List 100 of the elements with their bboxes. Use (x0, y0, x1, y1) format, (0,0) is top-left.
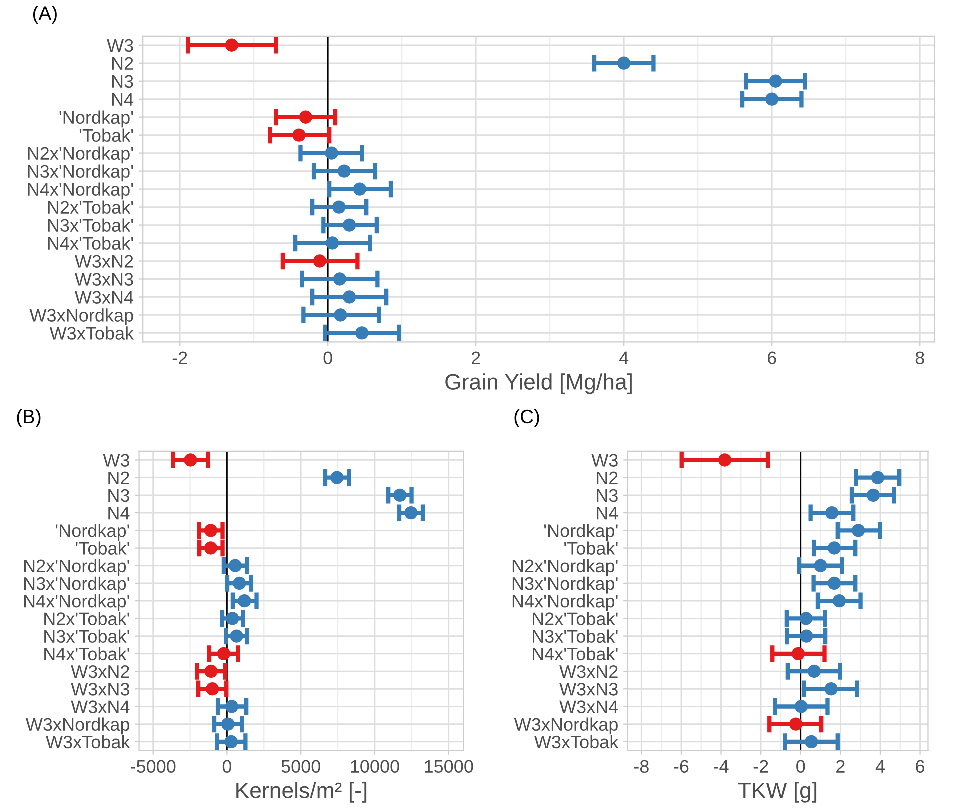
point (226, 612, 240, 626)
y-tick-label: N3x'Tobak' (48, 218, 134, 232)
y-tick-label: 'Tobak' (564, 542, 618, 555)
y-tick-label: N3x'Nordkap' (512, 576, 618, 594)
chart-title: (B) (17, 409, 41, 428)
x-tick-label: 4 (620, 352, 629, 364)
x-tick-label: 6 (916, 760, 925, 774)
y-tick-label: W3xN4 (71, 700, 130, 714)
point (353, 182, 367, 196)
point (334, 308, 348, 322)
y-tick-label: W3xN3 (71, 683, 130, 696)
x-tick-label: -2 (754, 760, 768, 773)
point (790, 718, 803, 731)
x-tick-label: 0 (324, 352, 332, 364)
point (184, 454, 198, 467)
y-tick-label: 'Tobak' (76, 542, 130, 555)
y-tick-label: N4 (112, 93, 134, 106)
chart-title: (A) (33, 6, 57, 24)
point (225, 38, 238, 52)
x-tick-label: 4 (876, 760, 885, 773)
point (204, 542, 218, 555)
point (224, 735, 238, 749)
y-tick-label: 'Nordkap' (544, 524, 618, 541)
point (866, 488, 880, 502)
y-tick-label: W3xN3 (560, 683, 618, 696)
x-tick-label: 6 (768, 352, 776, 364)
y-tick-label: N4x'Nordkap' (28, 182, 134, 200)
y-tick-label: N2 (597, 472, 618, 484)
y-tick-label: N4x'Nordkap' (24, 594, 130, 612)
point (217, 647, 231, 660)
point (326, 236, 340, 250)
y-tick-label: N3x'Tobak' (44, 630, 130, 644)
point (206, 682, 220, 696)
y-tick-label: N2x'Nordkap' (28, 146, 134, 164)
y-tick-label: W3xN4 (560, 700, 618, 714)
x-axis-title: Kernels/m² [-] (236, 782, 367, 803)
y-tick-label: 'Tobak' (80, 128, 134, 142)
y-tick-label: N3 (108, 489, 130, 502)
point (238, 594, 252, 608)
point (342, 290, 356, 304)
point (330, 471, 344, 484)
point (228, 559, 242, 572)
y-tick-label: W3xN4 (74, 291, 134, 304)
point (814, 559, 828, 572)
chart-title: (C) (514, 409, 540, 428)
y-tick-label: W3 (592, 454, 618, 467)
point (852, 524, 866, 538)
point (356, 326, 369, 340)
y-tick-label: W3xNordkap (30, 308, 134, 326)
x-tick-label: 0 (222, 760, 232, 774)
point (718, 454, 732, 467)
y-tick-label: W3xTobak (50, 326, 134, 340)
point (338, 164, 351, 178)
x-tick-label: -6 (674, 760, 689, 774)
x-tick-label: -8 (634, 760, 649, 774)
y-tick-label: W3xN2 (560, 665, 618, 678)
x-tick-label: 0 (796, 760, 806, 774)
x-tick-label: 10000 (351, 760, 400, 774)
y-tick-label: W3xN3 (74, 273, 134, 286)
x-axis-title: Grain Yield [Mg/ha] (446, 374, 632, 394)
point (792, 647, 806, 660)
point (800, 612, 813, 626)
point (225, 700, 239, 714)
y-tick-label: N2x'Nordkap' (512, 559, 618, 576)
y-tick-label: N3 (597, 489, 618, 502)
x-tick-label: 2 (836, 760, 845, 773)
y-tick-label: W3xNordkap (514, 718, 618, 735)
y-tick-label: N3x'Nordkap' (28, 164, 134, 182)
y-tick-label: N4x'Tobak' (533, 647, 618, 661)
point (808, 664, 821, 678)
y-tick-label: N4x'Tobak' (44, 647, 130, 661)
y-tick-label: 'Nordkap' (56, 524, 130, 541)
point (204, 524, 218, 538)
point (325, 146, 338, 160)
y-tick-label: W3xNordkap (26, 718, 130, 735)
point (800, 630, 814, 643)
x-tick-label: 2 (472, 352, 480, 364)
point (299, 110, 312, 124)
point (292, 128, 306, 142)
x-tick-label: -2 (172, 352, 188, 364)
y-tick-label: N2 (112, 57, 134, 70)
y-tick-label: W3xTobak (534, 735, 619, 749)
point (313, 254, 327, 268)
x-tick-label: 15000 (425, 760, 474, 774)
y-tick-label: W3xTobak (46, 735, 130, 749)
point (342, 218, 356, 232)
y-tick-label: W3xN2 (74, 255, 134, 268)
y-tick-label: N4 (597, 507, 618, 520)
point (404, 506, 418, 520)
x-tick-label: 5000 (282, 760, 320, 774)
y-tick-label: W3 (103, 454, 130, 467)
point (871, 471, 884, 484)
point (233, 576, 246, 590)
point (826, 506, 839, 520)
point (805, 735, 818, 749)
y-tick-label: N2x'Tobak' (533, 612, 618, 626)
y-tick-label: N2x'Nordkap' (24, 559, 130, 576)
point (222, 718, 235, 731)
point (618, 56, 631, 70)
point (230, 630, 244, 643)
